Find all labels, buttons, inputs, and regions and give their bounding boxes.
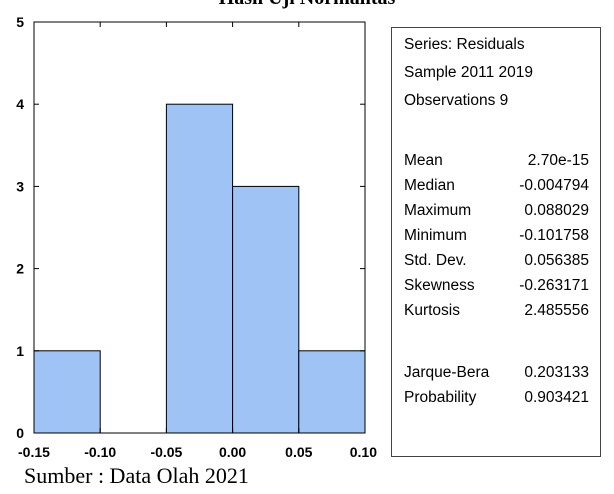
histogram-bar-2 xyxy=(165,103,234,434)
x-tick-label-5: 0.10 xyxy=(350,444,377,460)
histogram-bar-3 xyxy=(232,185,300,434)
stat-value: 0.203133 xyxy=(524,364,589,381)
stat-value: 0.056385 xyxy=(524,252,589,269)
stat-label: Median xyxy=(404,177,455,194)
y-tick-label-2: 2 xyxy=(16,261,24,277)
y-tick-label-4: 4 xyxy=(16,96,24,112)
histogram-bar-4 xyxy=(298,350,366,434)
stat-row-jarque-bera: Jarque-Bera 0.203133 xyxy=(404,364,589,386)
stat-label: Std. Dev. xyxy=(404,252,467,269)
stat-row-std-dev: Std. Dev. 0.056385 xyxy=(404,252,589,274)
x-tick-label-3: 0.00 xyxy=(219,444,246,460)
stat-value: -0.263171 xyxy=(519,277,589,294)
stat-row-probability: Probability 0.903421 xyxy=(404,389,589,411)
x-tick-label-4: 0.05 xyxy=(285,444,312,460)
stat-value: 0.903421 xyxy=(524,389,589,406)
stat-label: Jarque-Bera xyxy=(404,364,490,381)
stat-row-kurtosis: Kurtosis 2.485556 xyxy=(404,302,589,324)
sample-label: Sample 2011 2019 xyxy=(404,64,533,81)
stat-row-maximum: Maximum 0.088029 xyxy=(404,202,589,224)
y-tick-label-1: 1 xyxy=(16,343,24,359)
stat-value: 2.70e-15 xyxy=(527,152,589,169)
stat-value: -0.004794 xyxy=(519,177,589,194)
stat-row-skewness: Skewness -0.263171 xyxy=(404,277,589,299)
stat-value: 0.088029 xyxy=(524,202,589,219)
observations-label: Observations 9 xyxy=(404,92,509,109)
stat-value: -0.101758 xyxy=(519,227,589,244)
source-caption: Sumber : Data Olah 2021 xyxy=(24,463,249,488)
series-label: Series: Residuals xyxy=(404,36,525,53)
x-tick-label-2: -0.05 xyxy=(150,444,182,460)
statistics-panel: Series: Residuals Sample 2011 2019 Obser… xyxy=(391,27,601,457)
stat-label: Kurtosis xyxy=(404,302,460,319)
chart-title: Hasil Uji Normalitas xyxy=(0,0,614,10)
x-tick-label-0: -0.15 xyxy=(18,444,50,460)
stat-label: Probability xyxy=(404,389,477,406)
histogram-chart: 0 1 2 3 4 5 -0.15 -0.10 -0.05 0.00 0.05 0.10 xyxy=(16,14,377,460)
y-tick-label-5: 5 xyxy=(16,14,24,30)
stat-label: Minimum xyxy=(404,227,467,244)
stat-value: 2.485556 xyxy=(524,302,589,319)
histogram-bar-0 xyxy=(33,350,101,434)
y-tick-label-3: 3 xyxy=(16,178,24,194)
y-tick-label-0: 0 xyxy=(16,425,24,441)
stat-row-mean: Mean 2.70e-15 xyxy=(404,152,589,174)
stat-label: Maximum xyxy=(404,202,472,219)
stat-label: Skewness xyxy=(404,277,475,294)
stat-label: Mean xyxy=(404,152,443,169)
x-tick-label-1: -0.10 xyxy=(84,444,116,460)
stat-row-median: Median -0.004794 xyxy=(404,177,589,199)
stat-row-minimum: Minimum -0.101758 xyxy=(404,227,589,249)
